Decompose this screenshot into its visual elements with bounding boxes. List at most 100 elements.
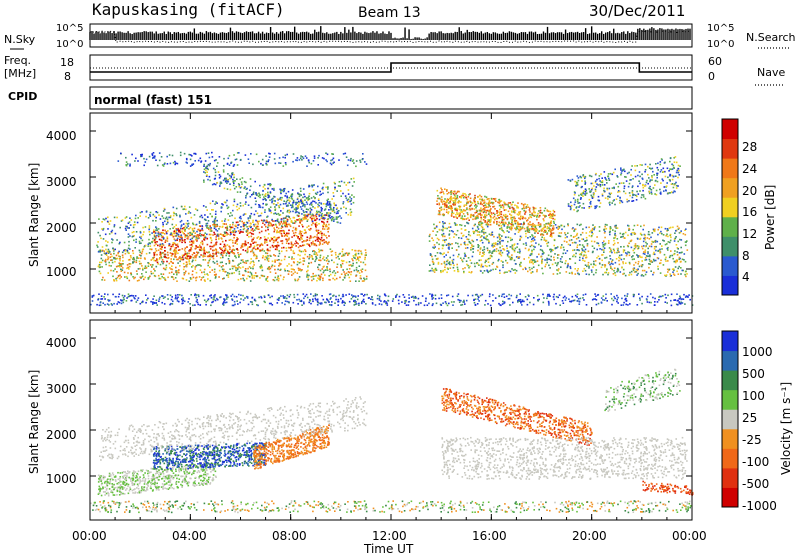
- pixel: [312, 189, 315, 191]
- pixel: [317, 229, 320, 232]
- pixel: [533, 237, 535, 239]
- pixel: [225, 254, 227, 257]
- pixel: [350, 157, 352, 160]
- pixel: [186, 263, 188, 266]
- pixel: [128, 263, 131, 265]
- pixel: [248, 162, 250, 164]
- pixel: [314, 207, 316, 209]
- pixel: [294, 211, 297, 214]
- pixel: [159, 245, 161, 248]
- pixel: [571, 228, 574, 230]
- pixel: [262, 186, 265, 188]
- pixel: [286, 211, 289, 213]
- pixel: [187, 238, 189, 240]
- pixel: [275, 223, 277, 226]
- pixel: [114, 268, 116, 270]
- pixel: [149, 211, 152, 214]
- pixel: [313, 250, 315, 252]
- pixel: [305, 208, 308, 210]
- pixel: [233, 198, 236, 201]
- pixel: [639, 233, 642, 235]
- pixel: [215, 276, 217, 278]
- pixel: [267, 183, 269, 186]
- pixel: [139, 276, 142, 279]
- pixel: [517, 257, 519, 259]
- pixel: [492, 250, 495, 252]
- pixel: [170, 258, 172, 260]
- pixel: [203, 181, 205, 183]
- pixel: [158, 238, 161, 241]
- pixel: [594, 226, 596, 228]
- pixel: [467, 238, 470, 241]
- pixel: [238, 232, 241, 234]
- pixel: [254, 203, 257, 206]
- pixel: [189, 257, 191, 259]
- pixel: [155, 227, 158, 230]
- pixel: [336, 218, 338, 220]
- pixel: [215, 159, 217, 161]
- pixel: [499, 222, 502, 225]
- pixel: [253, 261, 255, 264]
- pixel: [283, 258, 286, 261]
- pixel: [229, 225, 231, 228]
- pixel: [576, 244, 579, 246]
- pixel: [334, 272, 337, 274]
- pixel: [514, 209, 517, 212]
- pixel: [483, 233, 485, 235]
- pixel: [172, 243, 174, 246]
- pixel: [250, 223, 252, 225]
- pixel: [200, 246, 202, 248]
- pixel: [306, 255, 309, 258]
- pixel: [622, 232, 625, 235]
- pixel: [318, 223, 320, 225]
- pixel: [528, 256, 530, 259]
- pixel: [511, 247, 514, 250]
- pixel: [601, 264, 604, 266]
- pixel: [313, 243, 316, 245]
- pixel: [352, 255, 355, 257]
- pixel: [553, 244, 555, 247]
- pixel: [301, 200, 304, 202]
- pixel: [97, 251, 100, 253]
- pixel: [522, 215, 524, 218]
- pixel: [677, 273, 680, 275]
- pixel: [459, 257, 462, 259]
- pixel: [462, 194, 464, 197]
- pixel: [514, 233, 516, 235]
- pixel: [311, 185, 314, 188]
- pixel: [263, 184, 266, 186]
- pixel: [265, 155, 267, 157]
- pixel: [201, 228, 203, 230]
- pixel: [598, 244, 600, 247]
- pixel: [360, 269, 362, 271]
- pixel: [320, 273, 323, 276]
- pixel: [471, 244, 473, 246]
- pixel: [300, 219, 302, 222]
- pixel: [501, 235, 503, 237]
- pixel: [315, 193, 318, 195]
- pixel: [481, 231, 483, 233]
- pixel: [300, 234, 302, 237]
- pixel: [205, 251, 208, 253]
- pixel: [300, 206, 302, 208]
- pixel: [304, 214, 307, 216]
- pixel: [162, 232, 164, 234]
- pixel: [232, 223, 234, 226]
- pixel: [303, 244, 306, 246]
- pixel: [355, 252, 357, 255]
- pixel: [221, 203, 223, 205]
- pixel: [327, 214, 330, 217]
- pixel: [138, 260, 141, 263]
- pixel: [578, 240, 581, 242]
- pixel: [177, 227, 179, 230]
- pixel: [455, 242, 457, 244]
- pixel: [566, 265, 569, 268]
- pixel: [113, 216, 116, 219]
- pixel: [277, 227, 280, 230]
- pixel: [269, 192, 272, 194]
- pixel: [575, 238, 578, 240]
- pixel: [603, 232, 606, 234]
- pixel: [191, 233, 193, 235]
- pixel: [674, 250, 676, 252]
- pixel: [499, 228, 501, 230]
